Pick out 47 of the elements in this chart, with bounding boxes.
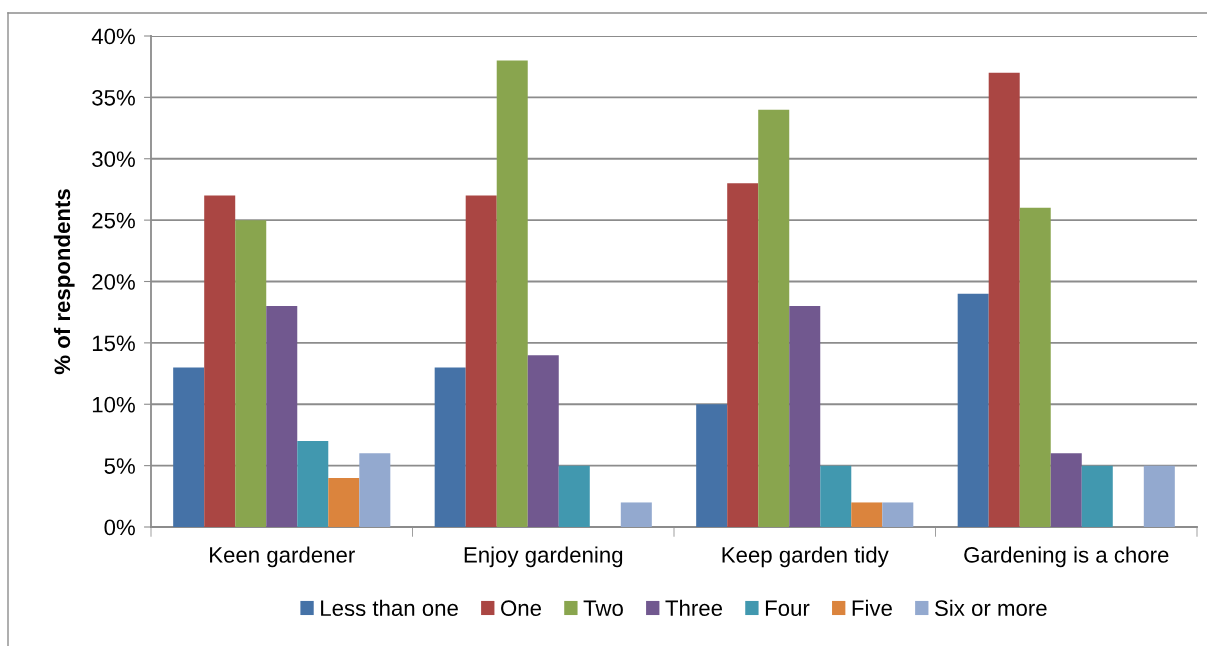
bar	[297, 441, 329, 527]
y-tick-label: 0%	[104, 519, 135, 536]
bar	[1050, 453, 1082, 527]
bar	[558, 465, 590, 527]
bar	[496, 60, 528, 527]
x-tick-label: Keep garden tidy	[722, 546, 889, 568]
y-tick-label: 15%	[92, 335, 135, 352]
bar	[173, 367, 205, 527]
bar	[882, 502, 914, 527]
legend-label: Three	[665, 599, 723, 617]
x-tick-label: Gardening is a chore	[964, 546, 1169, 568]
bar	[235, 220, 267, 527]
y-tick-label: 40%	[91, 28, 135, 45]
y-tick-label: 30%	[92, 151, 135, 168]
y-tick-label: 35%	[92, 89, 135, 106]
bar	[820, 465, 852, 527]
bar	[266, 306, 298, 527]
bar	[434, 367, 466, 527]
y-axis-title: % of respondents	[53, 189, 75, 375]
x-tick-label: Keen gardener	[210, 546, 355, 568]
bar	[727, 183, 759, 527]
legend-label: Six or more	[935, 599, 1047, 617]
bar	[851, 502, 883, 527]
bar	[758, 109, 790, 527]
bar	[1019, 207, 1051, 527]
bar	[359, 453, 391, 527]
legend-label: Less than one	[321, 599, 458, 617]
bar	[696, 404, 728, 527]
bar	[1143, 465, 1175, 527]
bar	[204, 195, 236, 527]
bar	[527, 355, 559, 527]
legend-label: Two	[583, 600, 623, 617]
legend-label: One	[501, 600, 542, 617]
bar	[328, 477, 360, 527]
x-tick-label: Enjoy gardening	[464, 546, 623, 568]
bar	[988, 72, 1020, 527]
bar	[620, 502, 652, 527]
y-tick-label: 5%	[104, 458, 135, 474]
bar	[1081, 465, 1113, 527]
bar	[789, 306, 821, 527]
y-tick-label: 20%	[92, 274, 135, 290]
bar	[957, 293, 989, 527]
y-tick-label: 10%	[92, 396, 135, 413]
legend-label: Four	[765, 600, 810, 617]
y-tick-label: 25%	[92, 212, 135, 229]
bar	[465, 195, 497, 527]
legend-label: Five	[852, 599, 892, 617]
